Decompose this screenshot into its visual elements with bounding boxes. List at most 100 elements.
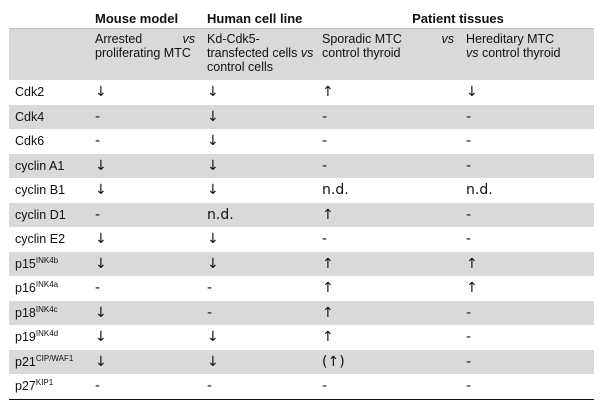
cell-cell: n.d. [201,202,316,227]
gene-label: cyclin B1 [15,183,66,198]
cell-hereditary: - [460,300,595,325]
group-header-patient: Patient tissues [412,10,504,26]
subheader-sporadic-a: Sporadic MTC [322,32,402,46]
cell-mouse: - [95,280,101,297]
gene-label: p16 [15,281,36,296]
table-row: p15INK4b ↓ ↓ ↑ ↑ [9,251,595,276]
subheader-sporadic-b: control thyroid [322,46,401,60]
gene-superscript: INK4a [35,280,59,290]
subheader-hereditary-b: control thyroid [481,46,561,60]
gene-superscript: INK4d [35,329,59,339]
gene-label: p21 [15,354,36,369]
cell-cell: ↓ [201,104,316,129]
gene-name: p19INK4d [9,325,89,350]
cell-sporadic: ↑ [322,280,334,297]
cell-sporadic: - [316,104,460,129]
table-row: p19INK4d ↓ ↓ ↑ - [9,325,594,350]
gene-name: p21CIP/WAF1 [9,349,89,374]
cell-cell: - [201,300,316,325]
subheader-sporadic: Sporadic MTC vs control thyroid [316,28,460,80]
cell-cell: ↓ [207,84,219,101]
gene-label: cyclin E2 [15,232,66,247]
cell-cell: ↓ [207,231,219,248]
vs-label: vs [182,32,196,46]
group-header-mouse: Mouse model [95,10,179,26]
cell-mouse: ↓ [89,153,201,178]
table-row: cyclin E2 ↓ ↓ - - [9,227,594,252]
cell-sporadic: n.d. [322,182,349,199]
corner-cell [9,8,89,29]
gene-name: p18INK4c [9,300,89,325]
gene-name: Cdk6 [9,129,89,154]
gene-name: cyclin E2 [9,227,89,252]
cell-hereditary: - [460,153,595,178]
cell-cell: ↓ [207,133,219,150]
cell-cell: ↓ [201,349,316,374]
cell-sporadic: ↑ [316,300,460,325]
table-row: Cdk6 - ↓ - - [9,129,594,154]
subheader-hereditary: Hereditary MTC vs control thyroid [460,28,595,80]
cell-hereditary: ↓ [466,84,478,101]
gene-superscript: CIP/WAF1 [35,353,74,363]
table-row: cyclin A1 ↓ ↓ - - [9,153,595,178]
group-header-row: Mouse model Human cell line Patient tiss… [9,8,594,29]
cell-hereditary: - [466,133,472,150]
cell-mouse: ↓ [95,231,107,248]
table-body: Cdk2 ↓ ↓ ↑ ↓ Cdk4- ↓ - - Cdk6- ↓ - - cyclin A1 ↓ ↓ - - cyc… [9,80,595,400]
subheader-hereditary-a: Hereditary MTC [466,32,555,46]
cell-mouse: ↓ [95,182,107,199]
subheader-row: Arrested vs proliferating MTC Kd-Cdk5-tra… [9,28,595,80]
cell-mouse: - [89,104,201,129]
cell-mouse: ↓ [89,251,201,276]
cell-sporadic: (↑) [316,349,460,374]
table-row: p21CIP/WAF1 ↓ ↓ (↑) - [9,349,595,374]
cell-cell: ↓ [201,153,316,178]
cell-hereditary: - [466,231,472,248]
results-table: Mouse model Human cell line Patient tiss… [9,8,595,400]
subheader-cell-line: Kd-Cdk5-transfected cells vs control cel… [201,28,316,80]
cell-sporadic: ↑ [322,84,334,101]
gene-name: cyclin D1 [9,202,89,227]
cell-cell: ↓ [207,182,219,199]
gene-name: Cdk2 [9,80,89,105]
subheader-cell-a: Kd-Cdk5-transfected cells [207,32,298,60]
gene-superscript: KIP1 [35,378,54,388]
cell-hereditary: - [466,329,472,346]
subheader-mouse-a: Arrested [95,32,143,46]
cell-sporadic: - [322,231,328,248]
vs-label: vs [441,32,455,46]
cell-sporadic: - [316,153,460,178]
table-row: p27KIP1- - - - [9,374,595,400]
cell-cell: ↓ [201,251,316,276]
cell-mouse: - [89,202,201,227]
cell-mouse: - [95,133,101,150]
gene-label: cyclin D1 [15,207,66,222]
cell-cell: - [207,280,213,297]
group-header-cell-line: Human cell line [207,10,303,26]
table-row: p18INK4c ↓ - ↑ - [9,300,595,325]
cell-sporadic: - [316,374,460,400]
table-row: Cdk2 ↓ ↓ ↑ ↓ [9,80,594,105]
cell-sporadic: ↑ [322,329,334,346]
cell-hereditary: n.d. [466,182,493,199]
gene-name: cyclin B1 [9,178,89,203]
gene-label: Cdk2 [15,85,45,100]
cell-hereditary: - [460,374,595,400]
gene-label: cyclin A1 [15,158,65,173]
gene-label: p15 [15,256,36,271]
subheader-cell-b: control cells [207,60,273,74]
table-row: Cdk4- ↓ - - [9,104,595,129]
gene-name: p27KIP1 [9,374,89,400]
cell-cell: ↓ [207,329,219,346]
subheader-mouse-b: proliferating MTC [95,46,191,60]
cell-sporadic: ↑ [316,202,460,227]
gene-label: Cdk6 [15,134,45,149]
cell-mouse: ↓ [89,349,201,374]
vs-label: vs [300,46,314,60]
table-row: cyclin B1 ↓ ↓ n.d. n.d. [9,178,594,203]
cell-mouse: ↓ [89,300,201,325]
subheader-empty [9,28,89,80]
cell-sporadic: ↑ [316,251,460,276]
cell-hereditary: - [460,104,595,129]
cell-mouse: ↓ [95,329,107,346]
